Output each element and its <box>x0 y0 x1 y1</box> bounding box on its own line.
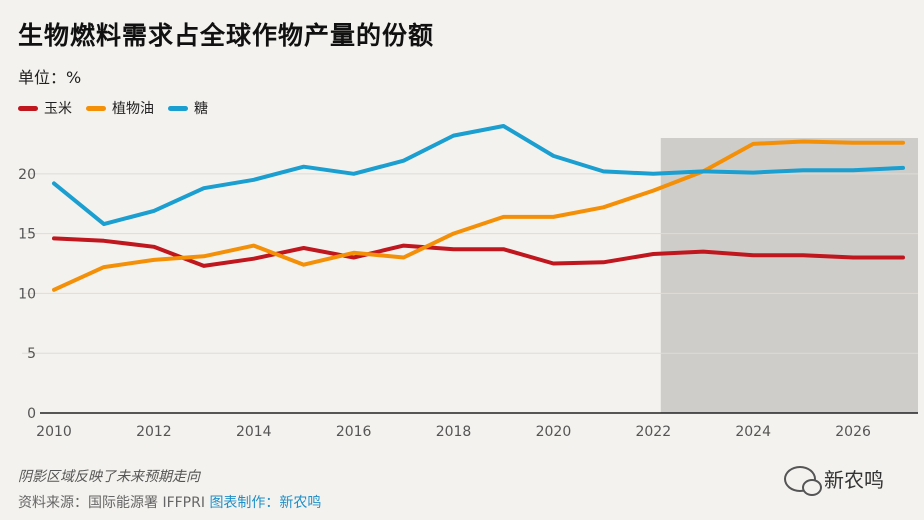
legend-item-sugar: 糖 <box>168 98 208 118</box>
x-tick-label-2024: 2024 <box>735 424 771 440</box>
y-tick-label-10: 10 <box>18 286 36 302</box>
source-line: 资料来源：国际能源署 IFFPRI 图表制作：新农鸣 <box>18 492 321 512</box>
legend: 玉米 植物油 糖 <box>18 98 208 118</box>
brand: 新农鸣 <box>784 464 884 496</box>
credit-label: 图表制作：新农鸣 <box>209 495 322 511</box>
y-tick-label-15: 15 <box>18 227 36 243</box>
unit-label: 单位：% <box>18 68 82 87</box>
series-line-vegetable-oil <box>52 139 905 292</box>
legend-swatch-corn <box>18 105 38 111</box>
legend-label-vegetable-oil: 植物油 <box>112 101 154 117</box>
source-label: 资料来源：国际能源署 IFFPRI <box>18 495 205 511</box>
x-tick-label-2018: 2018 <box>436 424 472 440</box>
forecast-shaded-region <box>660 138 918 413</box>
legend-label-corn: 玉米 <box>44 101 72 117</box>
y-tick-label-5: 5 <box>27 346 36 362</box>
x-tick-label-2026: 2026 <box>835 424 871 440</box>
legend-swatch-vegetable-oil <box>86 105 106 111</box>
series-line-corn <box>52 236 905 268</box>
legend-swatch-sugar <box>168 105 188 111</box>
x-tick-label-2016: 2016 <box>336 424 372 440</box>
brand-label: 新农鸣 <box>824 468 884 492</box>
wechat-icon <box>784 465 822 496</box>
footnote: 阴影区域反映了未来预期走向 <box>18 469 200 485</box>
legend-item-corn: 玉米 <box>18 98 72 118</box>
x-tick-label-2014: 2014 <box>236 424 272 440</box>
y-tick-label-0: 0 <box>27 406 36 422</box>
x-tick-label-2020: 2020 <box>536 424 572 440</box>
legend-item-vegetable-oil: 植物油 <box>86 98 154 118</box>
y-tick-label-20: 20 <box>18 167 36 183</box>
x-tick-label-2022: 2022 <box>635 424 671 440</box>
x-tick-label-2012: 2012 <box>136 424 172 440</box>
chart-title: 生物燃料需求占全球作物产量的份额 <box>18 21 435 50</box>
line-chart: 0 5 10 15 20 2010 2012 2014 2016 2018 2020 2022 2024… <box>18 124 918 440</box>
series-line-sugar <box>52 124 905 227</box>
x-tick-label-2010: 2010 <box>36 424 72 440</box>
legend-label-sugar: 糖 <box>194 101 208 117</box>
